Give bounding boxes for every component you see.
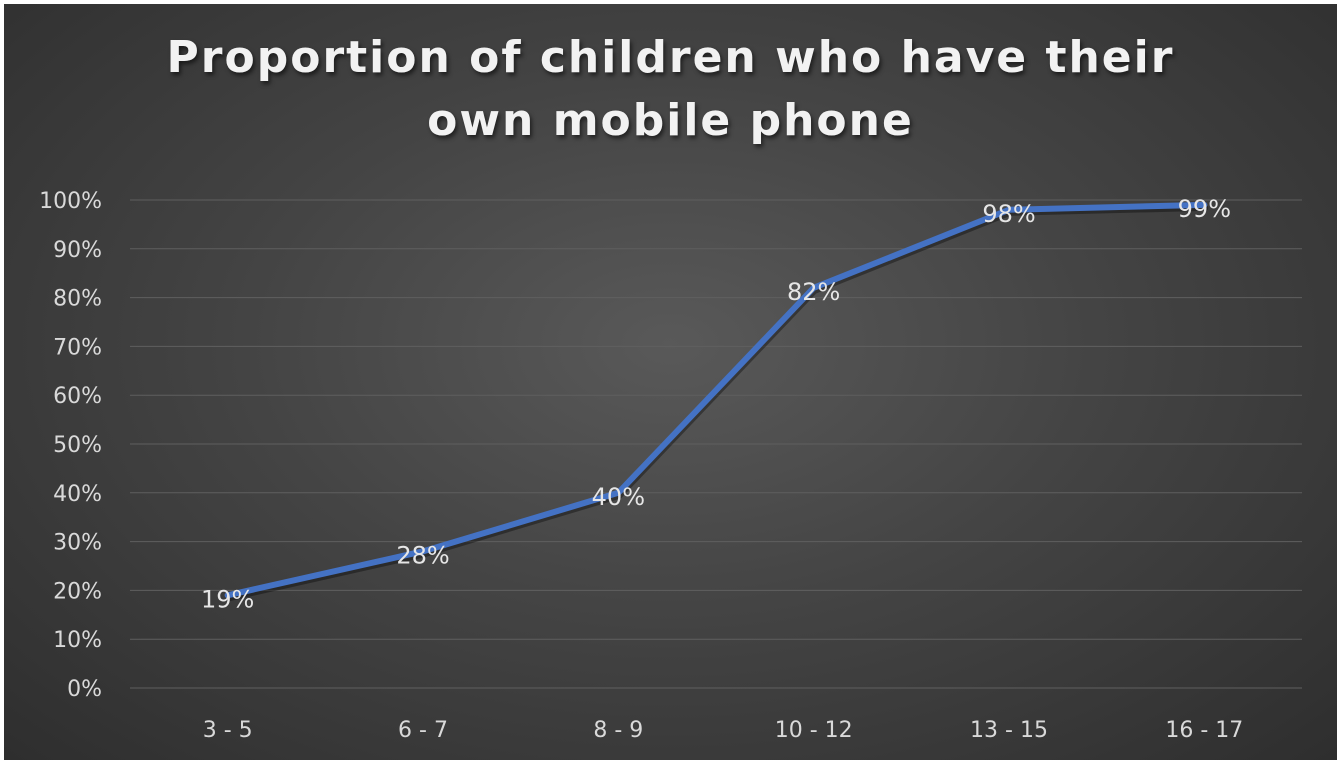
chart-title-line-2: own mobile phone: [427, 95, 914, 146]
data-label: 82%: [787, 278, 840, 306]
series-line: [224, 201, 1208, 599]
x-tick-label: 13 - 15: [970, 718, 1048, 743]
data-label: 19%: [201, 585, 254, 613]
y-tick-label: 10%: [53, 628, 102, 653]
y-tick-label: 80%: [53, 287, 102, 312]
x-tick-label: 10 - 12: [775, 718, 853, 743]
series-line-shadow: [225, 204, 1209, 602]
y-tick-label: 20%: [53, 579, 102, 604]
chart-title: Proportion of children who have their ow…: [4, 26, 1337, 152]
chart-title-line-1: Proportion of children who have their: [166, 32, 1175, 83]
x-tick-label: 6 - 7: [398, 718, 448, 743]
y-tick-label: 30%: [53, 531, 102, 556]
x-tick-label: 3 - 5: [203, 718, 253, 743]
y-tick-label: 70%: [53, 335, 102, 360]
data-labels: 19% 28% 40% 82% 98% 99%: [201, 195, 1231, 613]
y-tick-label: 0%: [67, 677, 102, 702]
y-tick-label: 60%: [53, 384, 102, 409]
y-tick-label: 50%: [53, 433, 102, 458]
x-axis-ticks: 3 - 5 6 - 7 8 - 9 10 - 12 13 - 15 16 - 17: [203, 718, 1244, 743]
data-label: 28%: [396, 541, 449, 569]
series-line-group: [224, 201, 1209, 602]
data-label: 99%: [1178, 195, 1231, 223]
y-axis-ticks: 0% 10% 20% 30% 40% 50% 60% 70% 80% 90% 100%: [39, 189, 102, 702]
data-label: 98%: [982, 200, 1035, 228]
data-label: 40%: [592, 483, 645, 511]
x-tick-label: 8 - 9: [593, 718, 643, 743]
chart-area: Proportion of children who have their ow…: [4, 4, 1337, 760]
y-tick-label: 40%: [53, 482, 102, 507]
gridlines: [130, 199, 1302, 689]
y-tick-label: 100%: [39, 189, 102, 214]
plot-area: 0% 10% 20% 30% 40% 50% 60% 70% 80% 90% 100% 3 - 5 6…: [39, 189, 1302, 743]
x-tick-label: 16 - 17: [1165, 718, 1243, 743]
y-tick-label: 90%: [53, 238, 102, 263]
